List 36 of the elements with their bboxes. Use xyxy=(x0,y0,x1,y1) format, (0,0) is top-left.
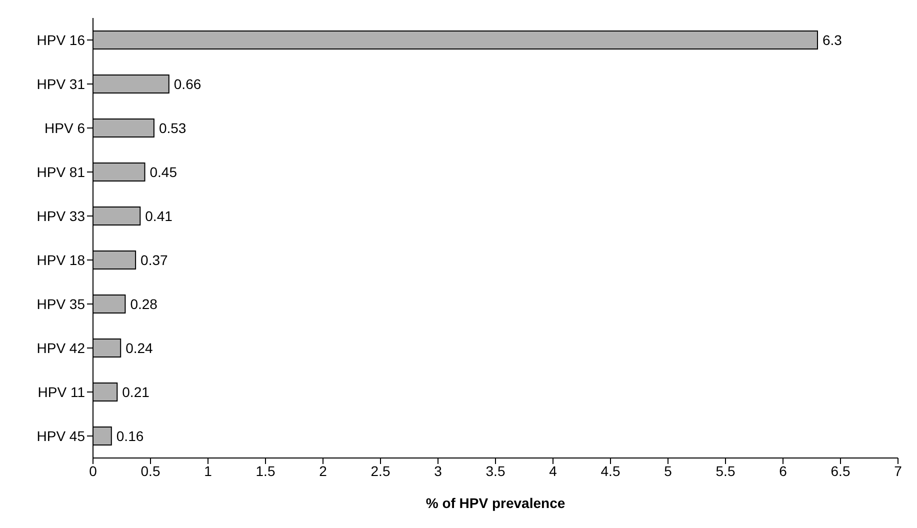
data-label: 0.53 xyxy=(158,120,186,136)
x-tick-label: 5.5 xyxy=(716,462,736,479)
x-tick-label: 0.5 xyxy=(140,462,160,479)
y-tick-label: HPV 11 xyxy=(38,384,86,400)
data-label: 0.41 xyxy=(145,208,173,224)
y-tick-label: HPV 6 xyxy=(44,120,86,136)
x-tick-label: 2 xyxy=(319,462,328,479)
x-tick-label: 6.5 xyxy=(830,462,850,479)
x-tick-label: 2.5 xyxy=(370,462,390,479)
x-tick-label: 5 xyxy=(664,462,672,479)
data-label: 0.28 xyxy=(130,296,158,312)
data-label: 0.45 xyxy=(150,164,178,180)
data-label: 0.21 xyxy=(122,384,150,400)
y-tick-label: HPV 42 xyxy=(36,340,86,356)
y-tick-label: HPV 33 xyxy=(36,208,86,224)
x-tick-label: 6 xyxy=(779,462,788,479)
x-tick-label: 4 xyxy=(549,462,558,479)
y-tick-label: HPV 45 xyxy=(36,428,86,444)
data-label: 6.3 xyxy=(822,32,842,48)
data-label: 0.16 xyxy=(116,428,144,444)
y-tick-label: HPV 35 xyxy=(36,296,86,312)
y-tick-label: HPV 31 xyxy=(36,76,86,92)
data-label: 0.37 xyxy=(140,252,168,268)
data-label: 0.24 xyxy=(126,340,154,356)
y-tick-label: HPV 81 xyxy=(36,164,86,180)
x-tick-label: 4.5 xyxy=(600,462,620,479)
x-tick-label: 1 xyxy=(204,462,212,479)
x-axis-title: % of HPV prevalence xyxy=(426,495,566,511)
y-tick-label: HPV 16 xyxy=(36,32,86,48)
x-tick-label: 7 xyxy=(894,462,902,479)
data-label: 0.66 xyxy=(174,76,202,92)
x-tick-label: 3 xyxy=(434,462,442,479)
x-tick-label: 0 xyxy=(89,462,98,479)
x-tick-label: 3.5 xyxy=(486,462,506,479)
x-tick-label: 1.5 xyxy=(256,462,276,479)
y-tick-label: HPV 18 xyxy=(36,252,86,268)
